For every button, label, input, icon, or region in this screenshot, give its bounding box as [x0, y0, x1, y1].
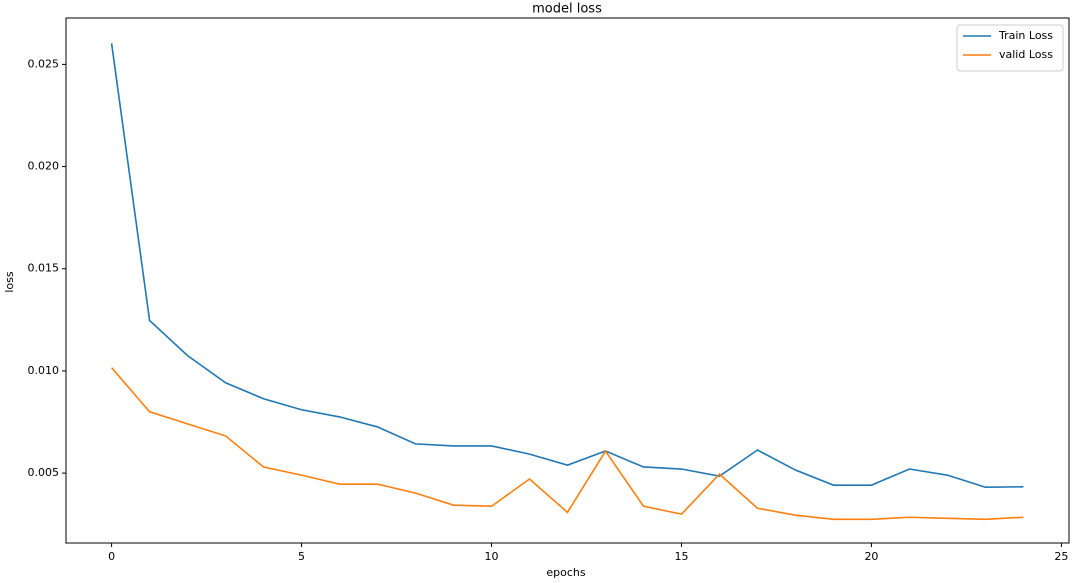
- x-tick-label: 25: [1054, 550, 1068, 563]
- line-series: [110, 43, 1024, 489]
- x-tick-label: 5: [298, 550, 305, 563]
- y-tick-label: 0.005: [28, 466, 60, 479]
- legend-label: valid Loss: [999, 48, 1053, 61]
- x-tick-label: 0: [108, 550, 115, 563]
- plot-frame: [65, 17, 1070, 544]
- line-series: [110, 367, 1024, 521]
- x-tick-label: 10: [485, 550, 499, 563]
- chart-title: model loss: [532, 2, 602, 17]
- y-axis-label: loss: [3, 271, 16, 293]
- x-tick-label: 15: [674, 550, 688, 563]
- legend-label: Train Loss: [998, 29, 1053, 42]
- y-tick-label: 0.010: [28, 364, 60, 377]
- y-tick-label: 0.025: [28, 57, 60, 70]
- x-axis-label: epochs: [546, 566, 585, 579]
- y-tick-label: 0.015: [28, 262, 60, 275]
- y-tick-label: 0.020: [28, 160, 60, 173]
- x-tick-label: 20: [864, 550, 878, 563]
